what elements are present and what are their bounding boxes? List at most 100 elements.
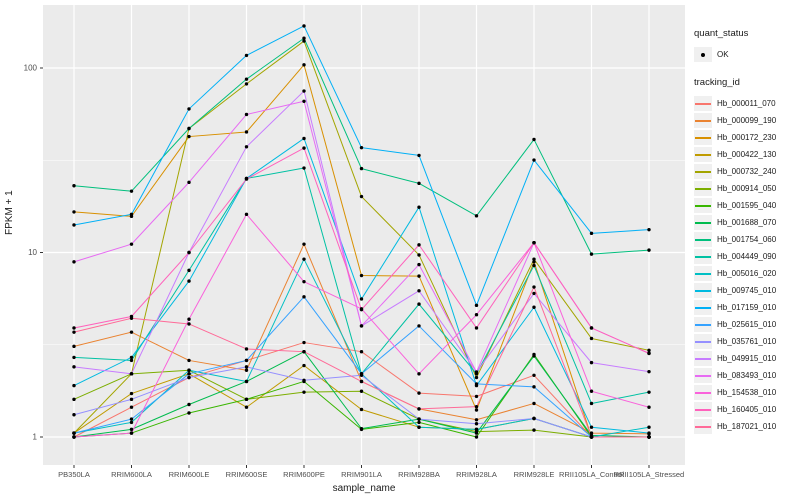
legend-item-label: Hb_000914_050 — [717, 184, 777, 193]
x-tick-label: RRIM928LE — [514, 470, 555, 479]
legend-key — [694, 283, 712, 298]
data-point — [129, 242, 134, 246]
line-swatch-icon — [695, 204, 711, 207]
data-point — [129, 405, 134, 409]
data-point — [72, 397, 76, 402]
data-point — [244, 365, 249, 369]
data-point — [244, 397, 249, 402]
legend-key — [694, 385, 712, 400]
data-point — [474, 313, 479, 317]
data-point — [187, 250, 191, 255]
data-point — [244, 112, 249, 117]
data-point — [187, 368, 191, 372]
data-point — [302, 242, 306, 246]
x-tick-label: RRIM600PE — [283, 470, 325, 479]
data-point — [72, 435, 76, 439]
data-point — [474, 370, 479, 374]
y-axis-title: FPKM + 1 — [4, 190, 15, 235]
legend-key — [694, 147, 712, 162]
data-point — [302, 136, 306, 141]
data-point — [302, 363, 306, 368]
data-point — [417, 205, 421, 209]
legend-item: Hb_001595_040 — [694, 197, 798, 214]
x-tick-label: RRIM600SE — [226, 470, 268, 479]
data-point — [359, 407, 364, 412]
data-point — [187, 180, 191, 185]
line-swatch-icon — [695, 187, 711, 190]
data-point — [72, 413, 76, 417]
legend-item: Hb_049915_010 — [694, 350, 798, 367]
data-point — [532, 285, 536, 289]
data-point — [359, 324, 364, 328]
line-swatch-icon — [695, 238, 711, 241]
legend-item-label: Hb_017159_010 — [717, 303, 777, 312]
legend-item: Hb_000011_070 — [694, 95, 798, 112]
data-point — [532, 263, 536, 268]
data-point — [474, 214, 479, 218]
data-point — [474, 418, 479, 422]
legend-item: Hb_035761_010 — [694, 333, 798, 350]
data-point — [72, 330, 76, 334]
data-point — [129, 355, 134, 360]
data-point — [647, 351, 651, 356]
data-point — [647, 431, 651, 435]
legend-key-ok — [694, 47, 712, 62]
data-point — [417, 153, 421, 158]
data-point — [359, 166, 364, 171]
data-point — [302, 166, 306, 170]
data-point — [187, 411, 191, 415]
legend-key — [694, 266, 712, 281]
data-point — [589, 252, 594, 256]
data-point — [129, 330, 134, 334]
y-tick-label: 10 — [28, 248, 37, 257]
legend-item: Hb_009745_010 — [694, 282, 798, 299]
line-swatch-icon — [695, 170, 711, 173]
data-point — [589, 231, 594, 236]
legend-item: Hb_000422_130 — [694, 146, 798, 163]
line-swatch-icon — [695, 102, 711, 105]
legend-item-label: Hb_000011_070 — [717, 99, 776, 108]
data-point — [532, 305, 536, 309]
data-point — [244, 405, 249, 409]
legend-key — [694, 419, 712, 434]
data-point — [359, 426, 364, 431]
legend-key — [694, 334, 712, 349]
data-point — [244, 347, 249, 351]
data-point — [244, 53, 249, 58]
data-point — [417, 253, 421, 257]
legend-item-label: Hb_004449_090 — [717, 252, 777, 261]
legend-item-label: Hb_000732_240 — [717, 167, 777, 176]
data-point — [244, 145, 249, 149]
legend-item-label: Hb_001754_060 — [717, 235, 777, 244]
x-tick-label: RRIM600LA — [111, 470, 152, 479]
data-point — [72, 210, 76, 214]
legend-key — [694, 317, 712, 332]
legend-key — [694, 300, 712, 315]
data-point — [359, 273, 364, 278]
data-point — [244, 77, 249, 81]
data-point — [647, 425, 651, 429]
data-point — [244, 379, 249, 384]
legend-item: Hb_160405_010 — [694, 401, 798, 418]
data-point — [129, 358, 134, 363]
data-point — [302, 89, 306, 93]
data-point — [359, 194, 364, 199]
data-point — [532, 354, 536, 358]
legend-item: Hb_025615_010 — [694, 316, 798, 333]
data-point — [589, 360, 594, 365]
data-point — [187, 322, 191, 326]
point-symbol-icon — [701, 52, 705, 57]
data-point — [532, 291, 536, 296]
legend-item-label: Hb_025615_010 — [717, 320, 777, 329]
data-point — [417, 274, 421, 278]
data-point — [359, 307, 364, 312]
data-point — [187, 375, 191, 380]
legend-item-label: Hb_187021_010 — [717, 422, 777, 431]
data-point — [417, 407, 421, 411]
x-tick-label: RRIM928LA — [456, 470, 497, 479]
data-point — [72, 355, 76, 360]
line-swatch-icon — [695, 306, 711, 309]
data-point — [589, 401, 594, 406]
data-point — [187, 268, 191, 273]
legend-key — [694, 249, 712, 264]
